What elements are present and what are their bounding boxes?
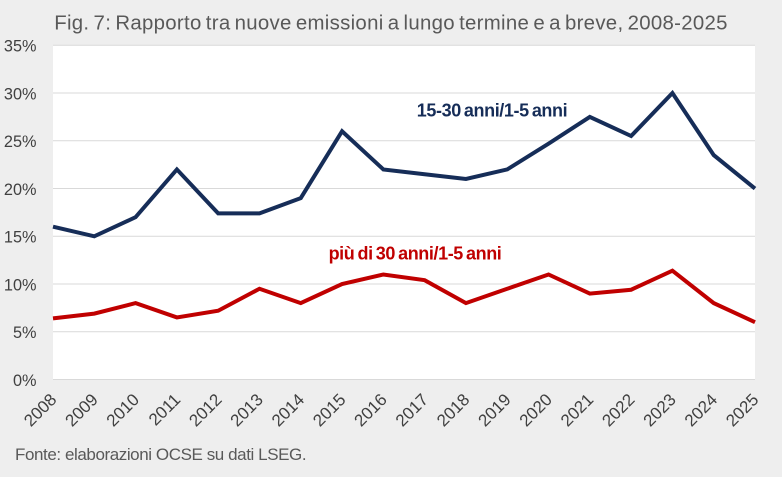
source-note: Fonte: elaborazioni OCSE su dati LSEG. [15, 445, 306, 464]
x-tick-label-2014: 2014 [268, 390, 308, 430]
chart-title: Fig. 7: Rapporto tra nuove emissioni a l… [54, 13, 728, 35]
y-tick-label-25: 25% [4, 133, 37, 151]
series-line-0 [52, 89, 757, 239]
x-tick-label-2024: 2024 [681, 390, 721, 430]
x-tick-label-2025: 2025 [722, 390, 762, 430]
x-tick-label-2017: 2017 [392, 390, 432, 430]
x-tick-label-2009: 2009 [62, 390, 102, 430]
y-tick-label-15: 15% [4, 229, 37, 247]
y-tick-label-0: 0% [13, 372, 37, 390]
series-label-0: 15-30 anni/1-5 anni [417, 101, 567, 121]
x-tick-label-2021: 2021 [557, 390, 597, 430]
x-tick-label-2018: 2018 [433, 390, 473, 430]
x-tick-label-2010: 2010 [103, 390, 143, 430]
y-tick-label-30: 30% [4, 85, 37, 103]
x-tick-label-2022: 2022 [598, 390, 638, 430]
y-tick-label-20: 20% [4, 181, 37, 199]
x-tick-label-2008: 2008 [20, 390, 60, 430]
series-line-1 [52, 268, 756, 325]
x-tick-label-2013: 2013 [227, 390, 267, 430]
x-tick-label-2012: 2012 [185, 390, 225, 430]
x-tick-label-2016: 2016 [351, 390, 391, 430]
x-tick-label-2011: 2011 [145, 390, 184, 429]
x-tick-label-2015: 2015 [309, 390, 349, 430]
y-tick-label-10: 10% [4, 276, 37, 294]
series-label-1: più di 30 anni/1-5 anni [329, 244, 502, 264]
x-tick-label-2023: 2023 [640, 390, 680, 430]
plot-area: 0%5%10%15%20%25%30%35%2008 2009 2010 2011 20… [4, 38, 763, 431]
x-tick-label-2020: 2020 [516, 390, 556, 430]
x-tick-label-2019: 2019 [474, 390, 514, 430]
plot-background [53, 45, 755, 380]
y-tick-label-35: 35% [4, 38, 37, 56]
y-tick-label-5: 5% [13, 324, 37, 342]
